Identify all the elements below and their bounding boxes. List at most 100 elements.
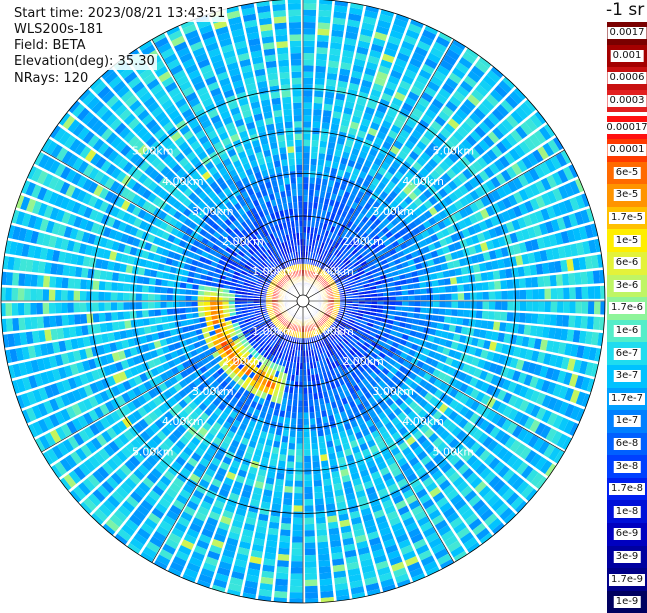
- data-cell: [295, 462, 303, 468]
- data-cell: [538, 288, 545, 299]
- data-cell: [272, 503, 282, 510]
- data-cell: [303, 134, 311, 140]
- data-cell: [24, 274, 31, 287]
- data-cell: [507, 290, 513, 300]
- data-cell: [86, 291, 92, 301]
- data-cell: [303, 152, 310, 158]
- data-cell: [92, 292, 98, 301]
- data-cell: [0, 255, 3, 269]
- data-cell: [323, 479, 332, 486]
- data-cell: [414, 295, 420, 300]
- data-cell: [137, 276, 144, 284]
- data-cell: [520, 289, 526, 299]
- data-cell: [154, 310, 161, 317]
- data-cell: [593, 316, 600, 330]
- data-cell: [31, 274, 38, 287]
- data-cell: [49, 316, 56, 328]
- data-cell: [303, 227, 306, 233]
- data-cell: [550, 274, 557, 286]
- data-cell: [550, 314, 557, 326]
- data-cell: [287, 455, 295, 462]
- data-cell: [36, 289, 42, 301]
- data-cell: [337, 601, 352, 607]
- data-cell: [304, 487, 313, 493]
- data-cell: [74, 279, 81, 290]
- data-cell: [148, 286, 155, 293]
- data-cell: [315, 498, 325, 505]
- data-cell: [507, 312, 514, 322]
- data-cell: [161, 280, 168, 287]
- data-cell: [312, 115, 321, 122]
- data-cell: [303, 10, 316, 16]
- data-cell: [476, 301, 482, 309]
- data-cell: [531, 276, 538, 287]
- data-cell: [275, 579, 288, 586]
- data-cell: [154, 287, 161, 294]
- data-cell: [149, 278, 156, 286]
- data-cell: [297, 419, 303, 425]
- data-cell: [68, 315, 75, 326]
- data-cell: [37, 317, 44, 329]
- data-cell: [154, 294, 160, 301]
- data-cell: [495, 301, 501, 310]
- data-cell: [439, 294, 445, 300]
- data-cell: [305, 542, 316, 549]
- data-cell: [505, 268, 512, 278]
- data-cell: [291, 555, 303, 561]
- data-cell: [124, 320, 131, 329]
- data-cell: [518, 324, 525, 335]
- data-cell: [305, 598, 319, 605]
- data-cell: [98, 292, 104, 301]
- data-cell: [317, 541, 328, 548]
- data-cell: [390, 301, 396, 305]
- data-cell: [18, 273, 25, 286]
- data-cell: [489, 291, 495, 300]
- data-cell: [483, 291, 489, 299]
- data-cell: [445, 301, 451, 308]
- data-cell: [321, 122, 330, 129]
- data-cell: [315, 60, 326, 67]
- data-cell: [289, 437, 296, 444]
- data-cell: [185, 290, 192, 296]
- data-cell: [322, 116, 331, 123]
- data-cell: [303, 220, 307, 226]
- data-cell: [458, 301, 464, 308]
- data-cell: [316, 41, 328, 48]
- data-cell: [155, 279, 162, 286]
- data-cell: [312, 121, 320, 128]
- data-cell: [322, 472, 331, 479]
- data-cell: [293, 524, 303, 530]
- data-cell: [318, 16, 331, 23]
- data-cell: [588, 286, 595, 299]
- data-cell: [519, 312, 526, 322]
- data-cell: [297, 431, 303, 437]
- data-cell: [299, 394, 303, 400]
- data-cell: [55, 303, 62, 314]
- data-cell: [55, 290, 61, 301]
- data-cell: [5, 288, 11, 301]
- data-cell: [543, 275, 550, 286]
- data-cell: [292, 536, 303, 542]
- data-cell: [270, 516, 281, 523]
- data-cell: [142, 285, 149, 293]
- data-cell: [556, 314, 563, 326]
- data-cell: [277, 560, 289, 567]
- data-cell: [288, 449, 295, 456]
- data-cell: [280, 448, 288, 455]
- data-cell: [482, 282, 489, 291]
- data-cell: [463, 284, 470, 292]
- data-cell: [148, 310, 155, 317]
- data-cell: [311, 140, 319, 147]
- data-cell: [276, 473, 285, 480]
- data-cell: [483, 301, 489, 309]
- data-cell: [439, 308, 446, 315]
- data-cell: [303, 59, 314, 65]
- data-cell: [111, 312, 118, 321]
- data-cell: [563, 301, 569, 313]
- data-cell: [452, 293, 458, 300]
- data-cell: [118, 273, 125, 282]
- data-cell: [452, 301, 458, 308]
- data-cell: [600, 301, 607, 315]
- data-cell: [438, 315, 445, 322]
- data-cell: [86, 280, 93, 290]
